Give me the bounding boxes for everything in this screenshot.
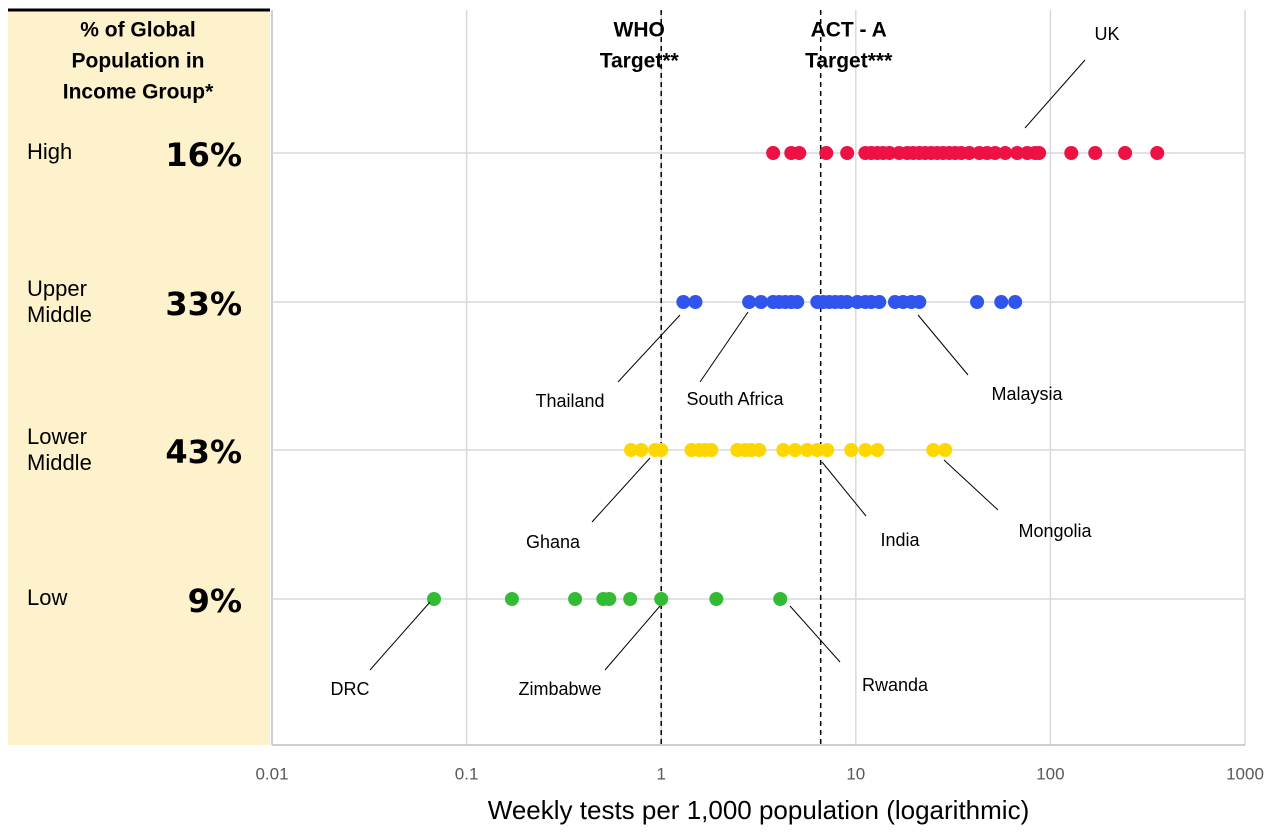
x-axis-title: Weekly tests per 1,000 population (logar… <box>488 795 1029 825</box>
dot <box>970 295 985 309</box>
annotation: Thailand <box>535 391 604 411</box>
row-label: Upper Middle <box>27 276 92 327</box>
dot <box>754 295 769 309</box>
x-tick-label: 0.1 <box>455 764 479 783</box>
annotation: Zimbabwe <box>518 679 601 699</box>
leader-line <box>943 459 999 511</box>
dot <box>912 295 927 309</box>
leader-line <box>789 605 841 663</box>
dot <box>1032 146 1047 160</box>
left-panel <box>8 10 270 745</box>
share-label: 16% <box>165 136 242 174</box>
x-tick-label: 100 <box>1036 764 1064 783</box>
dot <box>840 146 855 160</box>
dot <box>1088 146 1103 160</box>
dot <box>998 146 1013 160</box>
leader-line <box>1024 59 1086 129</box>
dot <box>688 295 703 309</box>
leader-line <box>617 314 681 383</box>
leader-line <box>821 461 867 517</box>
dot <box>504 592 519 606</box>
leader-line <box>699 311 749 383</box>
dot <box>926 443 941 457</box>
row-label: High <box>27 139 72 164</box>
dot <box>773 592 788 606</box>
annotation: Malaysia <box>991 384 1063 404</box>
dot <box>704 443 719 457</box>
dot <box>800 443 815 457</box>
dot <box>938 443 953 457</box>
x-tick-label: 1000 <box>1226 764 1264 783</box>
dot <box>870 443 885 457</box>
dot <box>882 146 897 160</box>
reference-label: Target** <box>600 50 680 73</box>
annotation: Rwanda <box>862 675 929 695</box>
x-tick-label: 10 <box>846 764 865 783</box>
dot <box>624 443 639 457</box>
dot <box>858 443 873 457</box>
dot <box>840 295 855 309</box>
dot <box>844 443 859 457</box>
dot <box>776 443 791 457</box>
share-label: 9% <box>188 582 242 620</box>
annotation: South Africa <box>686 389 784 409</box>
annotation: Ghana <box>526 532 581 552</box>
dot <box>810 443 825 457</box>
x-tick-label: 0.01 <box>255 764 288 783</box>
dot <box>676 295 691 309</box>
row-label: Lower Middle <box>27 424 92 475</box>
dot <box>623 592 638 606</box>
row-label: Low <box>27 585 67 610</box>
dot <box>792 146 807 160</box>
dot <box>766 146 781 160</box>
annotation: Mongolia <box>1018 521 1092 541</box>
dot <box>820 443 835 457</box>
dot <box>819 146 834 160</box>
dot <box>602 592 617 606</box>
dot <box>709 592 724 606</box>
row-label-line: Lower <box>27 424 87 449</box>
panel-heading: % of Global <box>80 19 196 42</box>
reference-label: WHO <box>614 19 665 42</box>
dot <box>752 443 767 457</box>
dot <box>742 295 757 309</box>
dot <box>788 443 803 457</box>
share-label: 33% <box>165 285 242 323</box>
dot <box>1118 146 1133 160</box>
annotation: UK <box>1094 24 1119 44</box>
dot <box>1008 295 1023 309</box>
dot <box>790 295 805 309</box>
leader-line <box>591 457 651 523</box>
row-label-line: Middle <box>27 302 92 327</box>
dot <box>872 295 887 309</box>
dot <box>427 592 442 606</box>
leader-line <box>604 605 661 671</box>
dot <box>654 592 669 606</box>
leader-line <box>917 314 969 376</box>
x-tick-label: 1 <box>656 764 665 783</box>
dot <box>1010 146 1025 160</box>
share-label: 43% <box>165 433 242 471</box>
dot <box>568 592 583 606</box>
panel-heading: Income Group* <box>63 81 214 104</box>
dot <box>962 146 977 160</box>
row-label-line: Upper <box>27 276 87 301</box>
annotation: India <box>880 530 920 550</box>
dot <box>1064 146 1079 160</box>
annotation: DRC <box>331 679 370 699</box>
panel-heading: Population in <box>72 50 205 73</box>
leader-line <box>369 601 431 671</box>
row-label-line: Middle <box>27 450 92 475</box>
reference-label: Target*** <box>805 50 893 73</box>
dot <box>634 443 649 457</box>
reference-label: ACT - A <box>811 19 887 42</box>
dot <box>1150 146 1165 160</box>
dot <box>994 295 1009 309</box>
dot <box>988 146 1003 160</box>
dot <box>654 443 669 457</box>
